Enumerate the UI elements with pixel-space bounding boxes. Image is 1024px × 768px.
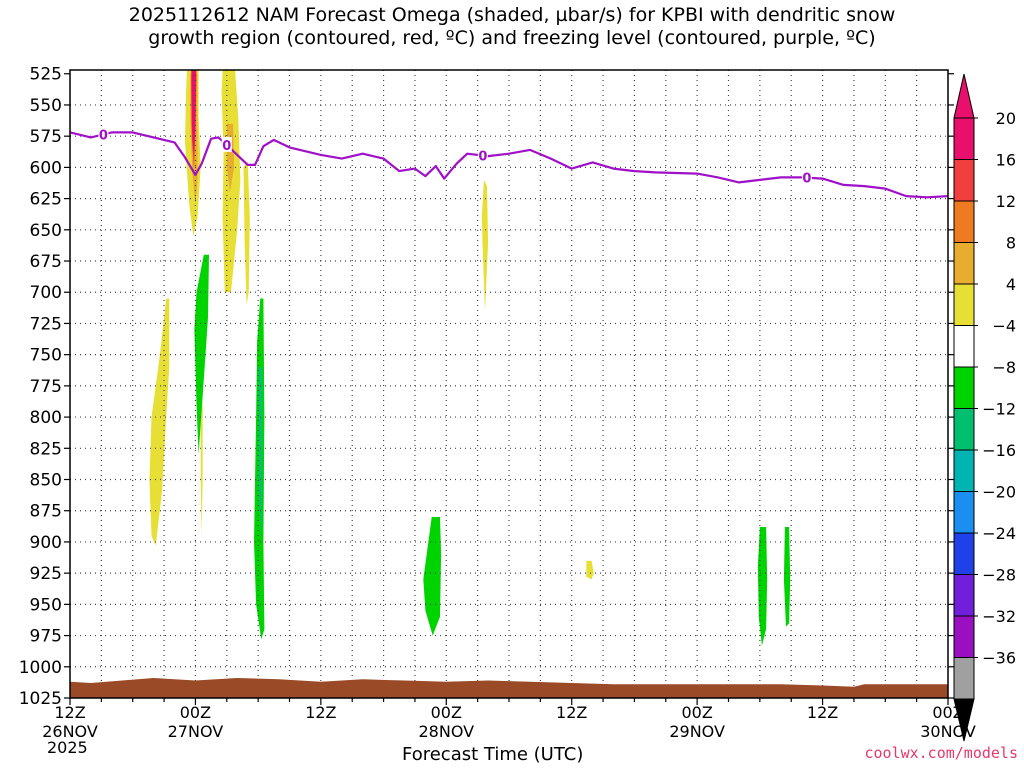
y-tick-label-550: 550	[30, 96, 62, 116]
colorbar-swatch-9	[953, 449, 975, 492]
colorbar-top-arrow	[953, 73, 975, 119]
colorbar-label-13: −32	[982, 607, 1016, 626]
y-tick-label-950: 950	[30, 595, 62, 615]
colorbar-label-1: 20	[996, 109, 1016, 128]
omega-colorbar: 20 16 12 8 4 −4 −8 −12 −16 −20 −24 −28 −32 −36	[953, 73, 1016, 742]
x-tick-label-0: 12Z	[54, 703, 85, 722]
colorbar-swatch-14	[953, 657, 975, 700]
x-tick-label-24: 12Z	[305, 703, 336, 722]
colorbar-label-14: −36	[982, 649, 1016, 668]
colorbar-label-4: 8	[1006, 234, 1016, 253]
y-tick-label-875: 875	[30, 502, 62, 522]
freezing-level-label-1: 0	[99, 128, 108, 143]
colorbar-swatch-13	[953, 615, 975, 658]
x-date-label-0: 26NOV	[42, 722, 98, 741]
omega-region-14	[258, 367, 263, 542]
omega-region-15	[423, 517, 442, 636]
x-date-label-36: 28NOV	[418, 722, 474, 741]
y-tick-label-700: 700	[30, 283, 62, 303]
year-label: 2025	[47, 738, 88, 757]
omega-region-7	[243, 161, 250, 305]
colorbar-label-5: 4	[1006, 275, 1016, 294]
colorbar-swatch-5	[953, 283, 975, 326]
y-tick-label-650: 650	[30, 221, 62, 241]
colorbar-swatch-10	[953, 491, 975, 534]
colorbar-swatch-11	[953, 532, 975, 575]
y-tick-label-925: 925	[30, 564, 62, 584]
colorbar-swatch-12	[953, 574, 975, 617]
terrain-layer	[70, 678, 948, 698]
colorbar-bottom-arrow	[953, 698, 975, 742]
y-tick-label-525: 525	[30, 65, 62, 85]
colorbar-swatch-7	[953, 366, 975, 409]
colorbar-swatch-3	[953, 200, 975, 243]
colorbar-label-11: −24	[982, 524, 1016, 543]
freezing-label-bg-2	[221, 136, 232, 152]
x-tick-label-72: 12Z	[807, 703, 838, 722]
freezing-level-label-4: 0	[802, 172, 811, 187]
terrain-area	[70, 678, 948, 698]
colorbar-label-2: 16	[996, 151, 1016, 170]
y-tick-label-750: 750	[30, 346, 62, 366]
source-credit[interactable]: coolwx.com/models	[864, 744, 1018, 762]
omega-region-12	[194, 254, 209, 455]
x-tick-label-60: 00Z	[681, 703, 712, 722]
freezing-level-layer: 0 0 0 0	[70, 126, 948, 199]
freezing-label-bg-1	[98, 126, 109, 142]
y-tick-label-675: 675	[30, 252, 62, 272]
omega-region-17	[783, 527, 791, 627]
y-tick-label-800: 800	[30, 408, 62, 428]
y-tick-label-600: 600	[30, 158, 62, 178]
plot-area-background	[70, 70, 948, 698]
colorbar-label-6: −4	[992, 317, 1016, 336]
colorbar-swatch-2	[953, 159, 975, 202]
freezing-level-line	[70, 131, 948, 199]
colorbar-label-10: −20	[982, 483, 1016, 502]
x-tick-label-36: 00Z	[431, 703, 462, 722]
x-axis-title: Forecast Time (UTC)	[402, 744, 584, 765]
colorbar-swatch-1	[953, 117, 975, 160]
y-tick-label-725: 725	[30, 314, 62, 334]
colorbar-label-7: −8	[992, 358, 1016, 377]
colorbar-label-9: −16	[982, 441, 1016, 460]
freezing-label-bg-4	[801, 169, 812, 185]
omega-region-11	[200, 404, 203, 536]
y-tick-label-850: 850	[30, 471, 62, 491]
y-tick-label-575: 575	[30, 127, 62, 147]
freezing-label-bg-3	[477, 147, 488, 163]
freezing-level-label-3: 0	[478, 150, 487, 165]
y-tick-label-1000: 1000	[19, 658, 62, 678]
chart-title-line-1: 2025112612 NAM Forecast Omega (shaded, µ…	[128, 4, 896, 26]
colorbar-label-3: 12	[996, 192, 1016, 211]
y-tick-label-900: 900	[30, 533, 62, 553]
y-tick-label-625: 625	[30, 190, 62, 210]
y-tick-label-975: 975	[30, 627, 62, 647]
omega-region-10	[586, 560, 594, 580]
pressure-axis: 525 550 575 600 625 650 675 700 725 750 775 800 825 8…	[19, 65, 954, 709]
x-date-label-12: 27NOV	[168, 722, 224, 741]
colorbar-swatch-4	[953, 242, 975, 285]
x-tick-label-12: 00Z	[180, 703, 211, 722]
x-tick-label-48: 12Z	[556, 703, 587, 722]
colorbar-swatch-8	[953, 408, 975, 451]
y-tick-label-825: 825	[30, 439, 62, 459]
colorbar-label-12: −28	[982, 566, 1016, 585]
colorbar-label-8: −12	[982, 400, 1016, 419]
y-tick-label-1025: 1025	[19, 689, 62, 709]
chart-title-line-2: growth region (contoured, red, ºC) and f…	[148, 27, 876, 49]
y-tick-label-775: 775	[30, 377, 62, 397]
omega-region-9	[481, 179, 489, 311]
omega-region-4	[191, 70, 196, 155]
colorbar-swatch-6	[953, 325, 975, 368]
freezing-level-label-2: 0	[222, 139, 231, 154]
x-date-label-60: 29NOV	[669, 722, 725, 741]
chart-title: 2025112612 NAM Forecast Omega (shaded, µ…	[0, 4, 1024, 50]
